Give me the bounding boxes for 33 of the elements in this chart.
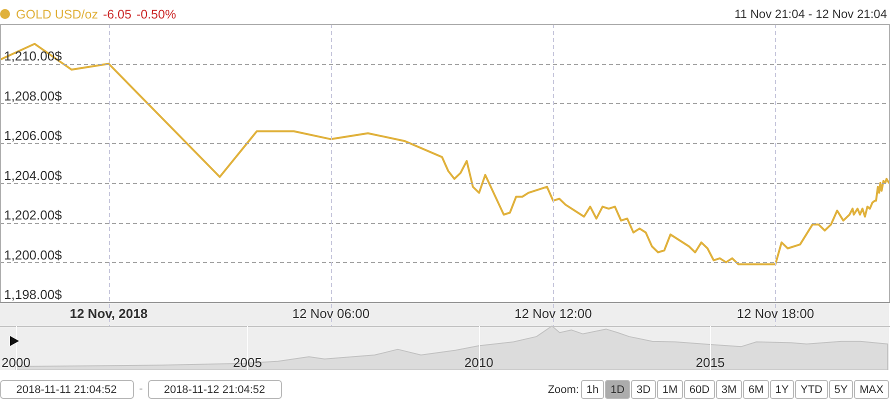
y-tick-label: 1,206.00$ xyxy=(4,128,63,144)
text: 1Y xyxy=(775,384,790,396)
text: 3D xyxy=(636,384,651,396)
x-tick-label: 12 Nov, 2018 xyxy=(70,306,148,321)
legend-label: GOLD USD/oz xyxy=(16,8,98,22)
y-tick-label: 1,202.00$ xyxy=(4,208,63,223)
text: -0.50% xyxy=(136,8,176,22)
text: YTD xyxy=(800,384,823,396)
y-tick-label: 1,200.00$ xyxy=(4,247,63,262)
y-tick-label: 1,198.00$ xyxy=(4,287,63,302)
text: - xyxy=(139,383,144,395)
text: Zoom: xyxy=(548,384,579,396)
text: 60D xyxy=(689,384,710,396)
text: 1h xyxy=(586,384,599,396)
text: MAX xyxy=(860,384,884,396)
chart-subtitle: 11 Nov 21:04 - 12 Nov 21:04 xyxy=(734,7,888,21)
text: 1D xyxy=(610,384,625,396)
text: 1M xyxy=(662,384,678,396)
x-tick-label: 12 Nov 18:00 xyxy=(736,306,814,321)
x-tick-label: 2005 xyxy=(233,355,262,370)
text: 5Y xyxy=(834,384,848,396)
y-tick-label: 1,204.00$ xyxy=(4,168,63,183)
x-tick-label: 2015 xyxy=(696,355,725,370)
y-tick-label: 1,208.00$ xyxy=(4,88,63,104)
text: 2018-11-12 21:04:52 xyxy=(164,384,266,396)
text: -6.05 xyxy=(102,8,132,22)
x-tick-label: 12 Nov 06:00 xyxy=(292,306,370,321)
text: 6M xyxy=(748,384,764,396)
x-tick-label: 2000 xyxy=(2,355,30,370)
text: 3M xyxy=(721,384,737,396)
x-tick-label: 2010 xyxy=(464,355,494,370)
x-tick-label: 12 Nov 12:00 xyxy=(514,306,592,321)
text: 2018-11-11 21:04:52 xyxy=(16,384,117,396)
